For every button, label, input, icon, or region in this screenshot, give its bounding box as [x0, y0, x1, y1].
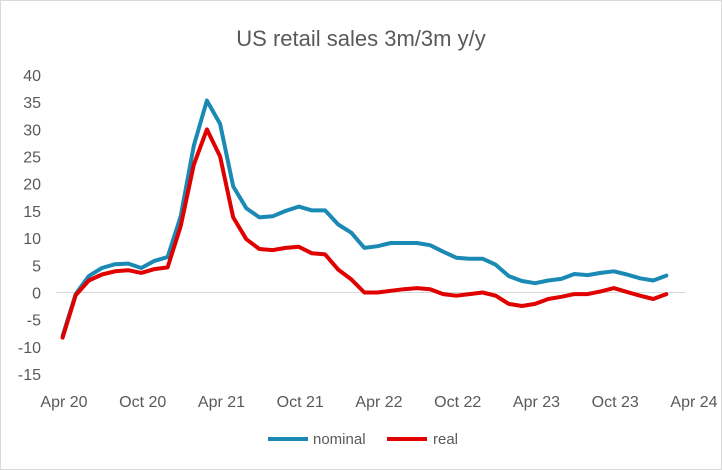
x-tick-label: Oct 22: [434, 394, 481, 411]
y-tick-label: 0: [32, 285, 41, 302]
y-tick-label: 20: [23, 177, 41, 194]
y-tick-label: 25: [23, 150, 41, 167]
y-tick-label: 30: [23, 122, 41, 139]
x-axis-labels: Apr 20 Oct 20 Apr 21 Oct 21 Apr 22 Oct 22 Apr …: [40, 394, 717, 411]
series-line-real: [60, 127, 669, 340]
series-line-nominal: [60, 98, 669, 338]
legend-label-real: real: [433, 431, 458, 448]
y-tick-label: 40: [23, 68, 41, 85]
x-tick-label: Apr 22: [355, 394, 402, 411]
y-tick-label: -5: [27, 313, 41, 330]
y-tick-label: 10: [23, 231, 41, 248]
x-tick-label: Apr 21: [198, 394, 245, 411]
y-tick-label: 35: [23, 95, 41, 112]
legend: nominal real: [268, 431, 458, 448]
chart-title: US retail sales 3m/3m y/y: [236, 26, 485, 51]
y-axis-labels: 40 35 30 25 20 15 10 5 0 -5 -10 -15: [18, 68, 41, 384]
x-tick-label: Oct 20: [119, 394, 166, 411]
x-tick-label: Apr 20: [40, 394, 87, 411]
legend-label-nominal: nominal: [313, 431, 366, 448]
y-tick-label: 5: [32, 258, 41, 275]
x-tick-label: Apr 23: [513, 394, 560, 411]
x-tick-label: Oct 21: [277, 394, 324, 411]
y-tick-label: -15: [18, 367, 41, 384]
x-tick-label: Oct 23: [592, 394, 639, 411]
y-tick-label: 15: [23, 204, 41, 221]
series-lines: [60, 98, 669, 340]
x-tick-label: Apr 24: [670, 394, 717, 411]
y-tick-label: -10: [18, 340, 41, 357]
